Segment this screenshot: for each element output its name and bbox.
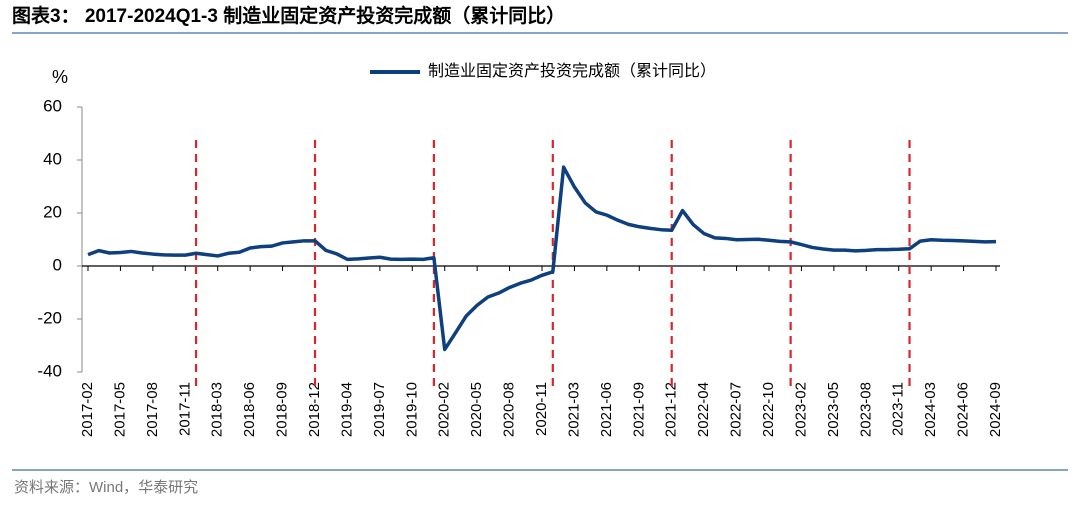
- x-tick-label: 2024-03: [922, 382, 939, 437]
- x-tick-label: 2018-12: [306, 382, 323, 437]
- legend-label: 制造业固定资产投资完成额（累计同比）: [428, 62, 716, 80]
- chart-title: 图表3： 2017-2024Q1-3 制造业固定资产投资完成额（累计同比）: [12, 4, 565, 27]
- x-tick-label: 2021-09: [630, 382, 647, 437]
- x-tick-label: 2021-12: [663, 382, 680, 437]
- x-tick-label: 2020-05: [468, 382, 485, 437]
- x-tick-label: 2023-05: [825, 382, 842, 437]
- x-tick-label: 2017-11: [176, 382, 193, 436]
- y-tick-label: 20: [43, 202, 62, 221]
- x-tick-label: 2018-03: [209, 382, 226, 437]
- x-tick-label: 2019-07: [371, 382, 388, 437]
- x-tick-label: 2024-09: [987, 382, 1004, 437]
- x-tick-label: 2023-02: [792, 382, 809, 437]
- x-tick-label: 2022-07: [728, 382, 745, 437]
- x-tick-label: 2022-10: [760, 382, 777, 437]
- x-tick-label: 2017-08: [144, 382, 161, 437]
- y-tick-label: -20: [37, 308, 62, 327]
- source: 资料来源：Wind，华泰研究: [14, 479, 198, 496]
- y-tick-label: 40: [43, 149, 62, 168]
- x-tick-label: 2017-05: [111, 382, 128, 437]
- x-tick-label: 2018-09: [274, 382, 291, 437]
- x-tick-label: 2020-08: [501, 382, 518, 437]
- x-tick-label: 2022-04: [695, 382, 712, 437]
- y-tick-label: -40: [37, 361, 62, 380]
- x-tick-label: 2018-06: [241, 382, 258, 437]
- x-tick-label: 2023-11: [890, 382, 907, 436]
- x-tick-label: 2019-10: [403, 382, 420, 437]
- x-tick-label: 2021-03: [565, 382, 582, 437]
- x-tick-label: 2024-06: [955, 382, 972, 437]
- x-tick-label: 2023-08: [857, 382, 874, 437]
- series-line: [87, 165, 997, 352]
- x-tick-label: 2017-02: [79, 382, 96, 437]
- y-tick-label: 60: [43, 96, 62, 115]
- x-tick-label: 2020-11: [533, 382, 550, 436]
- y-unit: %: [52, 67, 68, 87]
- x-tick-label: 2021-06: [598, 382, 615, 437]
- x-tick-label: 2020-02: [436, 382, 453, 437]
- y-tick-label: 0: [53, 255, 62, 274]
- x-tick-label: 2019-04: [338, 382, 355, 437]
